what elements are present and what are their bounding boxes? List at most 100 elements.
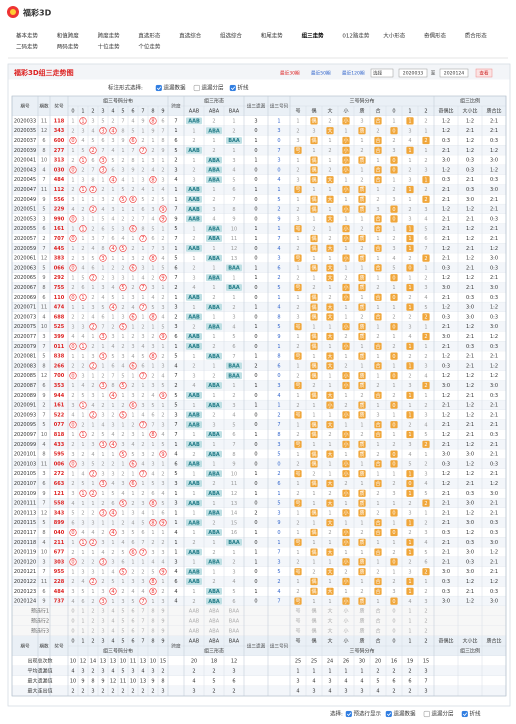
nav-link[interactable]: 组选综合 [220, 32, 243, 40]
checkbox[interactable] [345, 710, 352, 718]
omission: 5 [101, 217, 104, 223]
nav-link[interactable]: 直选综合 [179, 32, 202, 40]
omission: 7 [161, 128, 164, 134]
miss: 1 [254, 305, 257, 311]
view-button[interactable] [475, 68, 493, 78]
hit-digit: 9 [161, 393, 164, 399]
span: 6 [174, 334, 177, 340]
right-hit-text: 质 [359, 559, 364, 566]
right-hit-text: 大 [327, 480, 332, 487]
checkbox[interactable] [229, 84, 236, 92]
nav-link[interactable]: 直选形态 [138, 32, 161, 40]
pattern-text: AAB [188, 569, 200, 575]
omission: 1 [296, 197, 299, 203]
pre-digit: 0 [71, 609, 74, 615]
code: 9 [277, 334, 280, 340]
nav-link[interactable]: 和值跨度 [57, 32, 80, 40]
omission: 1 [296, 334, 299, 340]
quick-link[interactable]: 最近50期 [311, 70, 331, 77]
hit-circle [139, 548, 147, 556]
omission: 2 [111, 197, 114, 203]
nav-link[interactable]: 和尾走势 [261, 32, 284, 40]
quick-link[interactable]: 最近30期 [280, 70, 300, 77]
omission: 4 [424, 295, 427, 301]
omission: 2 [232, 560, 235, 566]
nav-link[interactable]: 012路走势 [342, 32, 369, 40]
checkbox[interactable] [385, 710, 392, 718]
issue: 2020095 [14, 422, 36, 428]
nav-link[interactable]: 奇偶形态 [424, 32, 447, 40]
omission: 1 [376, 158, 379, 164]
right-hit-text: 合 [375, 519, 380, 526]
draw-number: 522 [54, 412, 65, 418]
omission: 2 [424, 589, 427, 595]
right-hit [406, 244, 414, 252]
code: 8 [277, 432, 280, 438]
nav-link[interactable]: 基本走势 [16, 32, 39, 40]
right-hit [358, 283, 366, 292]
checkbox[interactable] [423, 710, 430, 718]
right-hit-text: 偶 [311, 461, 316, 468]
omission: 2 [121, 520, 124, 526]
omission: 2 [328, 295, 331, 301]
omission: 1 [121, 393, 124, 399]
checkbox[interactable] [193, 84, 200, 92]
omission: 1 [121, 579, 124, 585]
stat-value: 9 [151, 679, 154, 685]
omission: 3 [392, 246, 395, 252]
right-hit-text: 1 [408, 246, 411, 252]
omission: 3 [212, 422, 215, 428]
omission: 1 [392, 501, 395, 507]
omission: 1 [111, 452, 114, 458]
omission: 2 [328, 491, 331, 497]
ratio: 0:3 [490, 432, 498, 438]
omission: 3 [161, 599, 164, 605]
omission: 1 [121, 511, 124, 517]
nav-link[interactable]: 二码走势 [16, 43, 39, 51]
nav-link[interactable]: 个位走势 [138, 43, 161, 51]
hit-digit: 7 [141, 550, 144, 556]
omission: 5 [131, 599, 134, 605]
from-box[interactable] [398, 68, 428, 78]
right-hit-text: 1 [408, 471, 411, 477]
omission: 1 [296, 422, 299, 428]
right-hit [342, 156, 350, 164]
span: 2 [174, 314, 177, 320]
nav-link[interactable]: 两码走势 [57, 43, 80, 51]
omission: 5 [121, 187, 124, 193]
nav-link[interactable]: 大小形态 [383, 32, 406, 40]
checkbox[interactable] [461, 710, 468, 718]
omission: 5 [111, 491, 114, 497]
quick-link[interactable]: 最近120期 [342, 70, 365, 77]
nav-link[interactable]: 跨度走势 [98, 32, 121, 40]
pre-digit: 7 [141, 629, 144, 635]
hit-digit: 0 [71, 295, 74, 301]
nav-link[interactable]: 组三走势 [302, 32, 325, 40]
right-hit-text: 号 [295, 383, 300, 389]
nav-link[interactable]: 质合形态 [465, 32, 488, 40]
stat-value: 4 [376, 689, 379, 695]
span: 1 [174, 187, 177, 193]
right-hit [310, 450, 318, 458]
row-bg [12, 419, 506, 430]
select-box[interactable] [370, 68, 394, 78]
code: 6 [277, 265, 280, 271]
to-box[interactable] [439, 68, 469, 78]
omission: 4 [408, 138, 411, 144]
nav-link[interactable]: 十位走势 [98, 43, 121, 51]
row-bg [12, 449, 506, 459]
omission: 3 [161, 246, 164, 252]
draw-number: 755 [54, 285, 65, 291]
issue: 2020107 [14, 481, 36, 487]
omission: 4 [71, 501, 74, 507]
draw-number: 990 [54, 216, 65, 222]
omission: 7 [232, 354, 235, 360]
omission: 3 [131, 256, 134, 262]
omission: 3 [121, 226, 124, 232]
omission: 6 [71, 520, 74, 526]
omission: 2 [296, 462, 299, 468]
right-hit [342, 460, 350, 468]
count: 6 [42, 481, 45, 487]
omission: 1 [376, 471, 379, 477]
checkbox[interactable] [155, 84, 162, 92]
